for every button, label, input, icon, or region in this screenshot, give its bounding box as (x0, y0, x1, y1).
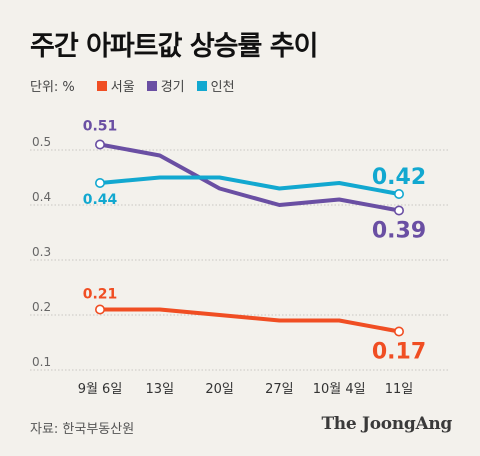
data-point-1-0 (95, 139, 106, 150)
legend-label-gyeonggi: 경기 (160, 80, 185, 95)
legend-swatch-gyeonggi (146, 80, 157, 91)
legend-swatch-seoul (96, 80, 107, 91)
chart-title: 주간 아파트값 상승률 추이 (30, 31, 318, 62)
legend-label-seoul: 서울 (110, 80, 135, 95)
legend-item-incheon: 인천 (196, 76, 235, 95)
data-point-0-0 (95, 304, 106, 315)
x-tick-label: 20일 (205, 382, 234, 397)
data-point-2-0 (95, 178, 106, 189)
legend-item-seoul: 서울 (96, 76, 135, 95)
unit-label: 단위: % (30, 80, 75, 95)
x-tick-label: 11일 (385, 382, 414, 397)
data-label: 0.17 (372, 340, 426, 365)
series-line-0 (98, 307, 401, 334)
data-point-1-5 (393, 205, 404, 216)
source-note: 자료: 한국부동산원 (30, 422, 135, 437)
y-tick-label: 0.3 (32, 245, 51, 259)
y-tick-label: 0.2 (32, 300, 51, 314)
x-tick-label: 27일 (265, 382, 294, 397)
legend: 단위: % 서울 경기 인천 (30, 76, 247, 95)
x-tick-label: 9월 6일 (78, 382, 123, 397)
y-tick-label: 0.4 (32, 190, 51, 204)
brand-logo: The JoongAng (321, 414, 452, 434)
y-tick-label: 0.5 (32, 135, 51, 149)
series-line-2 (98, 175, 401, 196)
data-label: 0.42 (372, 165, 426, 190)
y-tick-label: 0.1 (32, 355, 51, 369)
legend-swatch-incheon (196, 80, 207, 91)
data-point-0-5 (393, 326, 404, 337)
series-line-1 (98, 142, 401, 213)
data-point-2-5 (393, 189, 404, 200)
x-tick-label: 10월 4일 (313, 382, 366, 397)
data-label: 0.39 (372, 219, 426, 244)
data-label: 0.51 (83, 119, 118, 135)
data-label: 0.21 (83, 287, 118, 303)
legend-label-incheon: 인천 (210, 80, 235, 95)
legend-item-gyeonggi: 경기 (146, 76, 185, 95)
x-tick-label: 13일 (146, 382, 175, 397)
data-label: 0.44 (83, 192, 118, 208)
